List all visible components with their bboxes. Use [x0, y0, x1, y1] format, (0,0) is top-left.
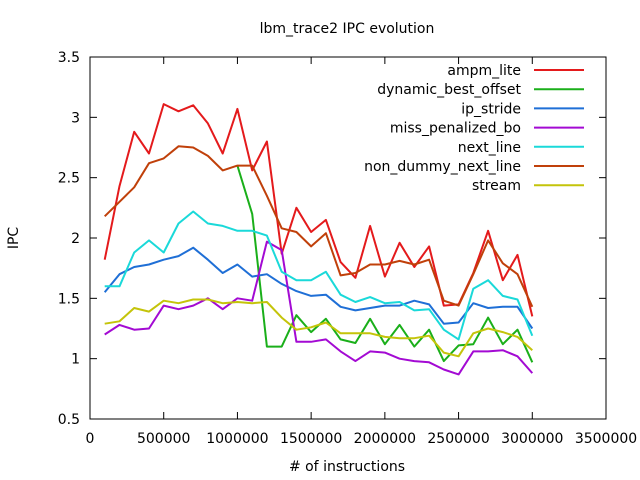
- x-tick-label: 2000000: [354, 431, 416, 447]
- y-tick-label: 2.5: [58, 171, 80, 187]
- series-line-next-line: [104, 210, 534, 341]
- y-tick-label: 1.5: [58, 291, 80, 307]
- y-tick-label: 2: [71, 231, 80, 247]
- x-tick-label: 500000: [137, 431, 190, 447]
- legend-label: dynamic_best_offset: [377, 82, 521, 98]
- legend-label: miss_penalized_bo: [390, 121, 521, 137]
- axes-ticks: 0.5 1 1.5 2 2.5 3 3.5 0 500000 1000000 1500000 2000…: [58, 50, 637, 447]
- x-tick-label: 1000000: [206, 431, 268, 447]
- series-line-miss-penalized-bo: [104, 240, 534, 376]
- y-axis-label: IPC: [6, 227, 22, 250]
- chart-title: lbm_trace2 IPC evolution: [260, 21, 435, 37]
- series-line-stream: [104, 298, 533, 358]
- x-tick-label: 1500000: [280, 431, 342, 447]
- y-tick-label: 3.5: [58, 50, 80, 66]
- legend-label: stream: [472, 178, 521, 194]
- y-tick-label: 0.5: [58, 412, 80, 428]
- series-lines: [103, 103, 534, 376]
- legend: ampm_lite dynamic_best_offset ip_stridemis…: [364, 63, 584, 194]
- series-line-dynamic-best-offset: [236, 165, 534, 363]
- x-tick-label: 3500000: [575, 431, 637, 447]
- y-tick-label: 3: [71, 110, 80, 126]
- series-line-ip-stride: [103, 246, 534, 330]
- y-tick-label: 1: [71, 352, 80, 368]
- plot-frame: [89, 56, 607, 420]
- x-tick-label: 0: [86, 431, 95, 447]
- legend-label: ip_stride: [461, 101, 521, 117]
- legend-label: non_dummy_next_line: [364, 159, 521, 175]
- legend-label: next_line: [458, 140, 521, 156]
- series-line-non-dummy-next-line: [104, 145, 534, 308]
- legend-label: ampm_lite: [447, 63, 521, 79]
- x-axis-label: # of instructions: [289, 459, 405, 475]
- x-tick-label: 2500000: [427, 431, 489, 447]
- x-tick-label: 3000000: [501, 431, 563, 447]
